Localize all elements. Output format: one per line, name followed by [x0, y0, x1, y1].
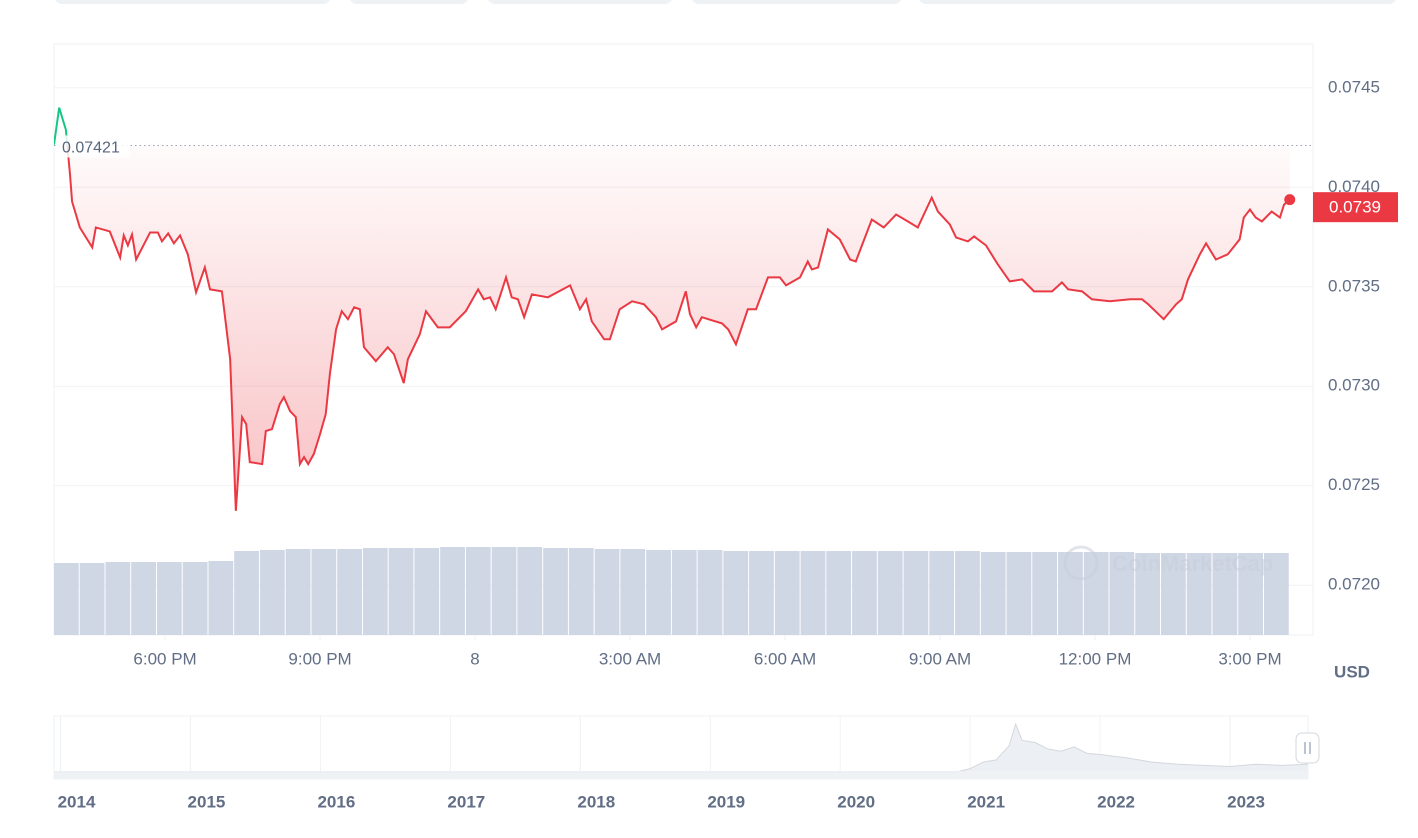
x-tick-label: 2018: [577, 792, 615, 811]
handle-box[interactable]: [1295, 732, 1320, 764]
current-price-tag: [1313, 192, 1398, 223]
navigator-range: [54, 771, 1308, 779]
volume-bar: [594, 549, 620, 635]
volume-bar: [362, 548, 388, 635]
x-tick-label: 2015: [188, 792, 226, 811]
volume-bar: [337, 549, 362, 635]
volume-bar: [79, 563, 105, 635]
price-line-down: [66, 145, 1291, 511]
volume-bar: [311, 549, 337, 635]
volume-bar: [105, 562, 131, 635]
toolbar-tab[interactable]: [691, 0, 902, 4]
x-tick-label: 2020: [837, 792, 875, 811]
volume-bar: [465, 547, 491, 635]
watermark: CoinMarketCap: [1112, 551, 1273, 576]
volume-bar: [517, 547, 543, 635]
x-tick-label: 3:00 AM: [599, 649, 661, 668]
volume-bar: [877, 551, 903, 635]
volume-bar: [568, 548, 594, 635]
navigator-area: [54, 724, 1308, 779]
watermark-logo: [1063, 545, 1099, 581]
volume-bar: [903, 551, 929, 635]
volume-bar: [414, 548, 440, 635]
volume-bar: [388, 548, 414, 635]
volume-bar: [1264, 553, 1289, 635]
volume-bar: [1032, 552, 1058, 635]
x-tick-label: 6:00 AM: [754, 649, 816, 668]
x-tick-label: 2022: [1097, 792, 1135, 811]
navigator-line: [54, 722, 1309, 773]
x-tick-label: 2023: [1227, 792, 1265, 811]
reference-label-bg: [58, 135, 130, 158]
volume-bar: [1006, 552, 1032, 635]
volume-bar: [234, 551, 259, 635]
x-tick-label: 9:00 PM: [288, 649, 351, 668]
volume-bar: [826, 551, 852, 635]
volume-bar: [54, 563, 79, 635]
x-tick-label: 2016: [317, 792, 355, 811]
x-tick-label: 2014: [58, 792, 96, 811]
x-tick-label: 8: [470, 649, 479, 668]
volume-bar: [131, 562, 156, 635]
volume-bar: [671, 550, 697, 635]
volume-bar: [800, 551, 826, 635]
volume-bar: [980, 552, 1006, 635]
toolbar-tab[interactable]: [487, 0, 673, 4]
volume-bar: [620, 549, 646, 635]
y-tick-label: 0.0730: [1328, 376, 1380, 395]
volume-bar: [774, 551, 800, 635]
volume-bar: [955, 551, 980, 635]
y-tick-label: 0.0745: [1328, 77, 1380, 96]
x-tick-label: 2017: [447, 792, 485, 811]
x-tick-label: 2021: [967, 792, 1005, 811]
x-tick-label: 12:00 PM: [1059, 649, 1132, 668]
volume-bar: [1161, 553, 1186, 635]
volume-bar: [285, 549, 311, 635]
navigator: 2014 2015 2016 2017 2018 2019 2020 2021 2022 2023: [54, 716, 1309, 811]
volume-bar: [1058, 552, 1083, 635]
x-tick-label: 3:00 PM: [1218, 649, 1281, 668]
volume-bar: [1212, 553, 1238, 635]
volume-bar: [646, 550, 671, 635]
x-tick-label: 9:00 AM: [909, 649, 971, 668]
volume-bar: [156, 562, 182, 635]
toolbar-tab[interactable]: [349, 0, 469, 4]
y-tick-label: 0.0740: [1328, 177, 1380, 196]
x-tick-label: 2019: [707, 792, 745, 811]
x-tick-label: 6:00 PM: [133, 649, 196, 668]
toolbar-tab[interactable]: [918, 0, 1397, 4]
volume-bar: [1109, 552, 1135, 635]
navigator-handle[interactable]: [1295, 732, 1320, 764]
volume-bar: [697, 550, 723, 635]
volume-bar: [852, 551, 877, 635]
volume-bar: [1238, 553, 1264, 635]
volume-bar: [723, 551, 749, 635]
price-area: [54, 145, 1290, 511]
volume-bar: [491, 547, 517, 635]
main-chart: 0.0720 0.0725 0.0730 0.0735 0.0740 0.0745 6:00…: [54, 77, 1398, 668]
y-tick-label: 0.0720: [1328, 575, 1380, 594]
volume-bar: [208, 561, 234, 635]
volume-bar: [440, 547, 465, 635]
y-tick-label: 0.0735: [1328, 276, 1380, 295]
volume-bar: [1186, 553, 1212, 635]
currency-label: USD: [1334, 662, 1370, 681]
reference-label: 0.07421: [62, 140, 120, 157]
volume-bar: [749, 551, 774, 635]
toolbar-tab[interactable]: [54, 0, 331, 4]
y-tick-label: 0.0725: [1328, 475, 1380, 494]
last-point: [1284, 194, 1296, 206]
volume-bar: [182, 562, 208, 635]
volume-bar: [259, 550, 285, 635]
current-price-label: 0.0739: [1329, 198, 1381, 217]
volume-bar: [929, 551, 955, 635]
volume-bar: [1135, 553, 1161, 635]
volume-bar: [543, 548, 568, 635]
